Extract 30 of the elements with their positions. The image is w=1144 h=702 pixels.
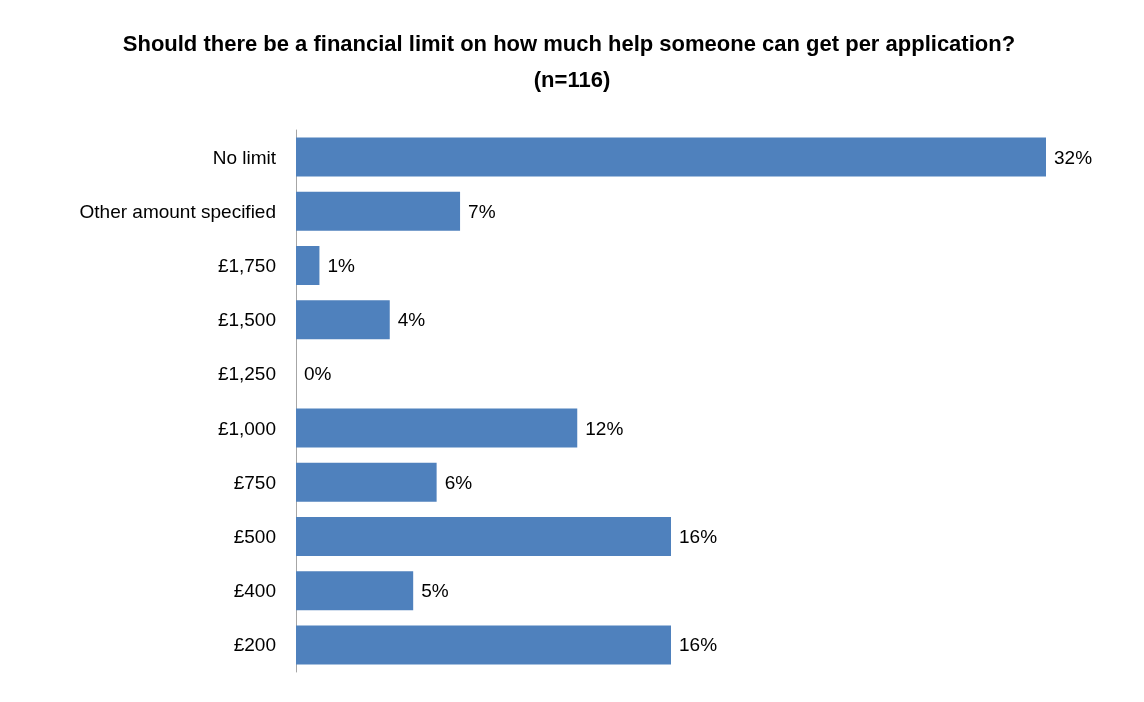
- bar: [296, 137, 1046, 177]
- y-tick-label: £500: [233, 526, 276, 547]
- data-label: 4%: [397, 309, 426, 331]
- data-label: 1%: [327, 255, 355, 276]
- y-tick-label: £1,250: [217, 363, 276, 385]
- y-tick-label: £1,500: [217, 309, 276, 331]
- data-label: 6%: [444, 471, 473, 493]
- bar: [296, 300, 390, 340]
- data-label: 32%: [1054, 146, 1093, 168]
- y-tick-label: £400: [233, 580, 276, 602]
- y-tick-label: £200: [233, 634, 276, 656]
- bar: [296, 516, 671, 557]
- bar: [296, 191, 461, 231]
- bar: [296, 408, 578, 448]
- data-label: 0%: [304, 363, 332, 385]
- bar: [296, 625, 671, 665]
- y-tick-label: £1,750: [217, 255, 276, 276]
- y-tick-label: No limit: [212, 146, 277, 168]
- y-tick-label: Other amount specified: [79, 200, 276, 222]
- y-tick-label: £1,000: [217, 417, 276, 439]
- data-label: 16%: [679, 634, 718, 656]
- data-label: 12%: [585, 417, 624, 439]
- bar: [296, 462, 437, 502]
- data-label: 7%: [468, 200, 496, 222]
- data-label: 5%: [421, 580, 449, 602]
- bar: [296, 245, 320, 286]
- data-label: 16%: [679, 526, 718, 547]
- bar: [296, 571, 414, 611]
- chart-title: Should there be a financial limit on how much help someone can get per application? (n=116): [122, 30, 1022, 92]
- y-tick-label: £750: [233, 471, 276, 493]
